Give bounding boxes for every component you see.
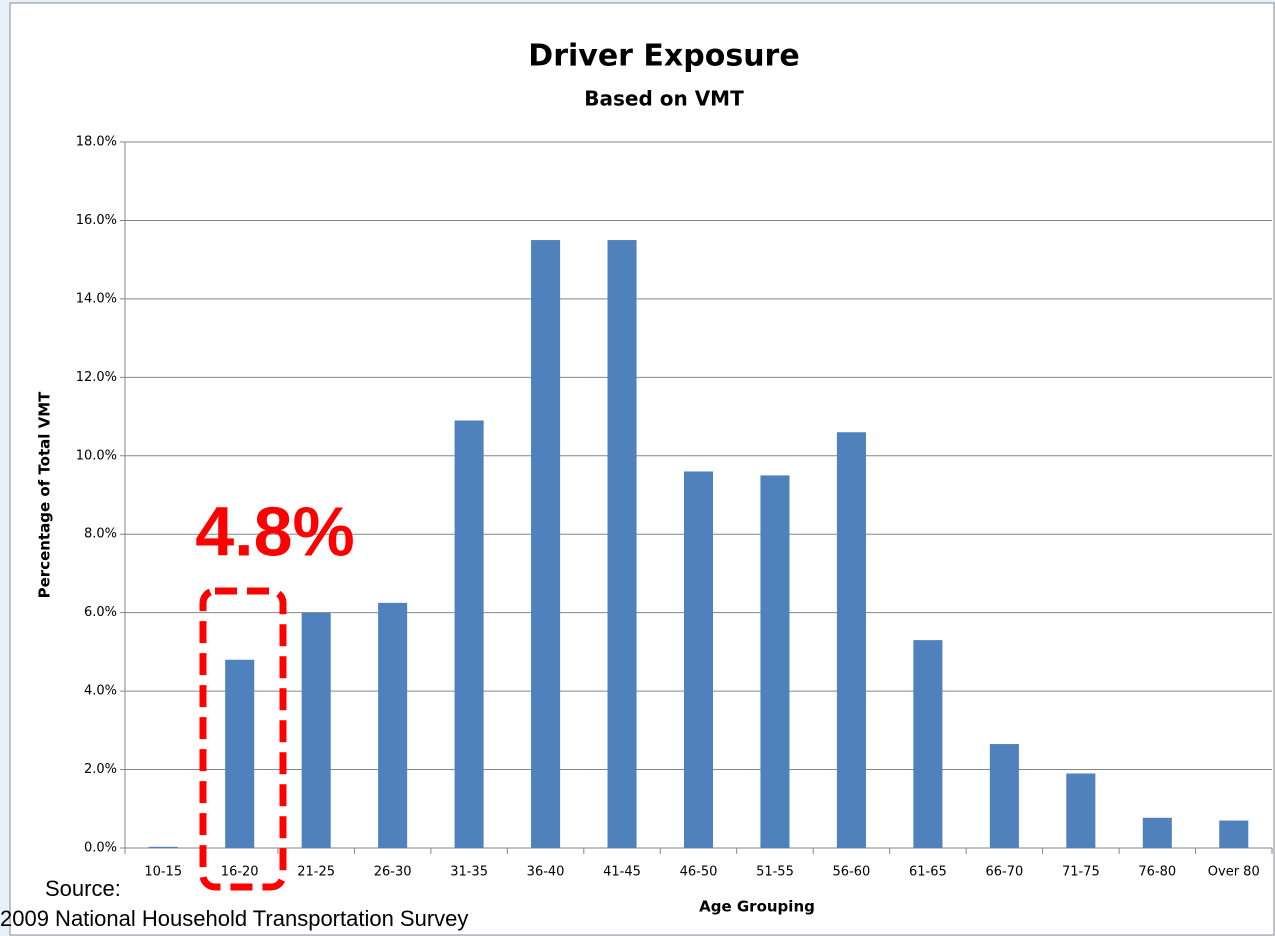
- y-tick-label: 18.0%: [76, 135, 117, 150]
- x-tick-label: 61-65: [909, 865, 947, 880]
- x-tick-label: Over 80: [1208, 865, 1260, 880]
- y-tick-label: 10.0%: [76, 448, 117, 463]
- x-axis-label: Age Grouping: [699, 898, 815, 916]
- x-tick-label: 16-20: [221, 865, 259, 880]
- y-tick-label: 0.0%: [84, 841, 117, 856]
- x-tick-label: 36-40: [527, 865, 565, 880]
- x-tick-label: 41-45: [603, 865, 641, 880]
- y-tick-label: 16.0%: [76, 213, 117, 228]
- bar: [607, 240, 637, 849]
- x-tick-label: 56-60: [833, 865, 871, 880]
- bar: [378, 602, 408, 848]
- y-tick-label: 6.0%: [84, 605, 117, 620]
- bar: [225, 659, 255, 848]
- x-tick-label: 71-75: [1062, 865, 1100, 880]
- highlight-box: [199, 587, 287, 891]
- chart-subtitle: Based on VMT: [584, 87, 744, 111]
- x-tick-label: 51-55: [756, 865, 794, 880]
- bar: [760, 475, 790, 848]
- y-tick-label: 8.0%: [84, 527, 117, 542]
- bar: [1219, 820, 1249, 848]
- bar: [989, 744, 1019, 848]
- y-tick-label: 4.0%: [84, 684, 117, 699]
- bar: [301, 612, 331, 848]
- y-axis-label: Percentage of Total VMT: [36, 391, 54, 599]
- y-tick-label: 14.0%: [76, 291, 117, 306]
- bar: [1142, 817, 1172, 848]
- chart-area: [9, 2, 1275, 936]
- bar: [1066, 773, 1096, 848]
- bar: [683, 471, 714, 848]
- bar: [913, 640, 943, 848]
- bar: [454, 420, 484, 848]
- x-tick-label: 21-25: [297, 865, 335, 880]
- x-tick-label: 46-50: [680, 865, 718, 880]
- chart-title: Driver Exposure: [528, 39, 799, 74]
- plot: 0.0% 2.0% 4.0% 6.0% 8.0% 10.0% 12.0% 14.0% 16.0%…: [76, 135, 1273, 880]
- bar: [148, 846, 178, 848]
- bar: [531, 240, 561, 849]
- source-label: Source:: [45, 876, 121, 901]
- annotation: 4.8%: [195, 492, 355, 570]
- bar: [836, 432, 866, 848]
- x-tick-label: 76-80: [1138, 865, 1176, 880]
- x-tick-label: 10-15: [144, 865, 182, 880]
- x-tick-label: 26-30: [374, 865, 412, 880]
- x-tick-label: 66-70: [985, 865, 1023, 880]
- y-tick-label: 12.0%: [76, 370, 117, 385]
- y-tick-label: 2.0%: [84, 762, 117, 777]
- source-text: 2009 National Household Transportation S…: [0, 906, 468, 931]
- x-tick-label: 31-35: [450, 865, 488, 880]
